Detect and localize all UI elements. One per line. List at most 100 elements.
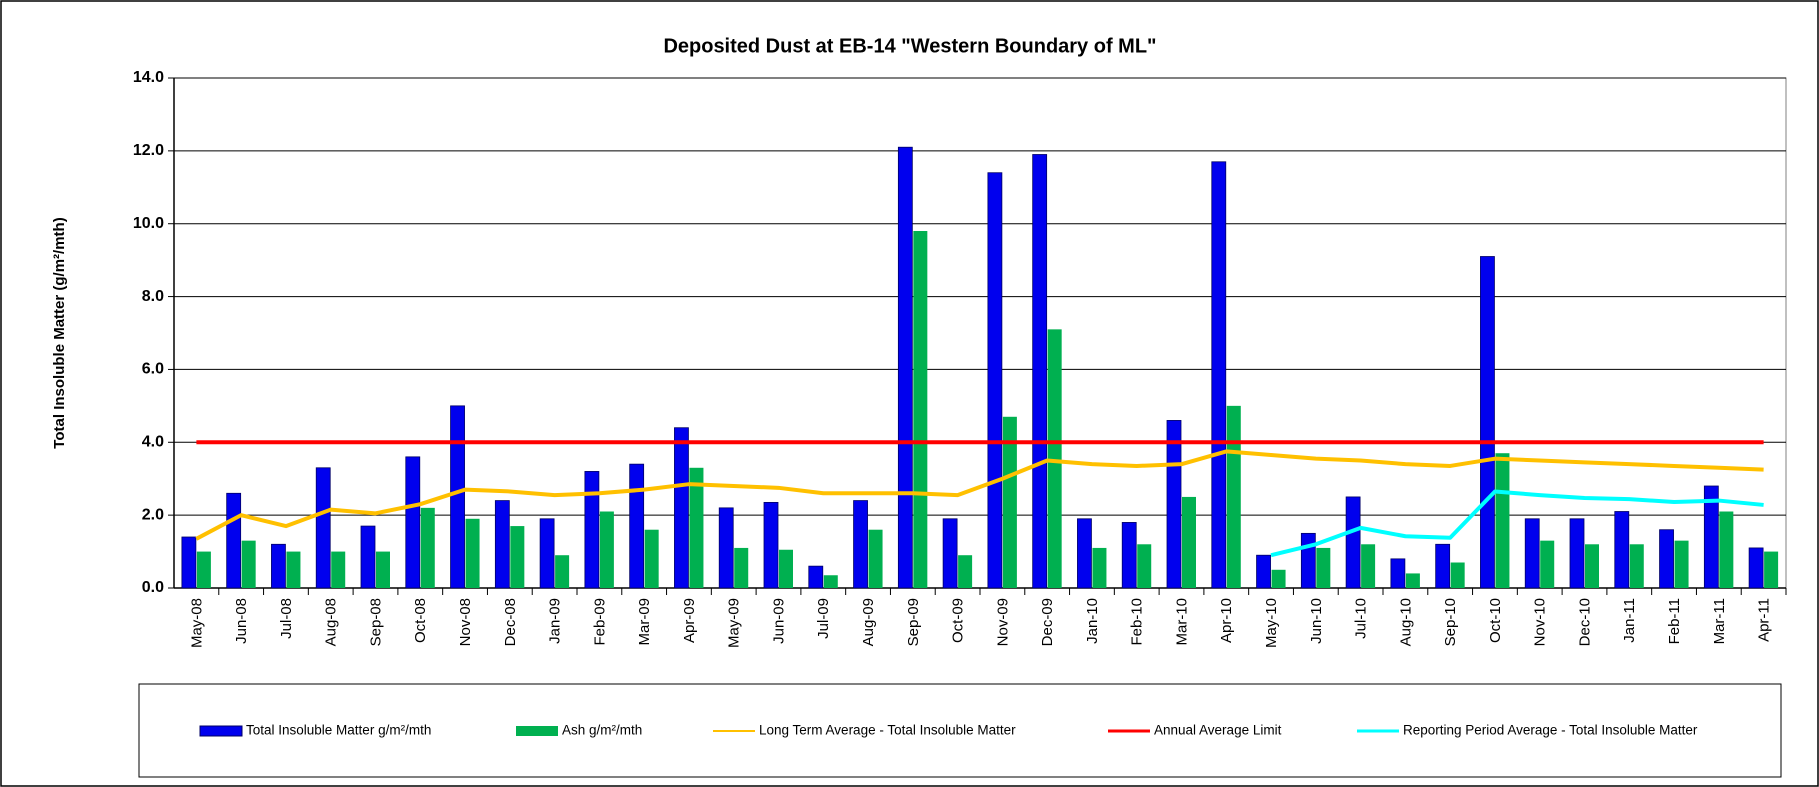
legend-swatch: [199, 725, 243, 737]
x-tick-label: Nov-09: [994, 598, 1011, 646]
bar: [1002, 416, 1017, 588]
bar: [674, 427, 689, 589]
legend-label: Annual Average Limit: [1154, 723, 1282, 738]
x-tick-label: Mar-10: [1173, 598, 1190, 646]
x-tick-label: Apr-11: [1756, 598, 1773, 642]
bar: [315, 467, 331, 589]
bar: [1524, 518, 1540, 589]
bar: [1137, 544, 1152, 588]
x-tick-label: Oct-09: [950, 598, 967, 643]
bar: [987, 172, 1003, 589]
y-tick-label: 2.0: [142, 506, 164, 523]
x-tick-label: Dec-09: [1039, 598, 1056, 646]
x-tick-label: Dec-10: [1576, 598, 1593, 646]
bar: [1495, 453, 1510, 588]
bar: [271, 543, 286, 589]
bar: [734, 547, 749, 588]
bar: [868, 529, 883, 588]
y-tick-label: 10.0: [133, 215, 164, 232]
y-tick-label: 12.0: [133, 142, 164, 159]
bar: [539, 518, 555, 589]
bar: [629, 463, 645, 589]
x-tick-label: Jun-10: [1308, 598, 1325, 644]
bar: [599, 511, 614, 588]
bar: [181, 536, 197, 589]
bar: [1569, 518, 1585, 589]
bar: [779, 549, 793, 588]
y-tick-label: 4.0: [142, 434, 164, 451]
x-tick-label: Aug-09: [860, 598, 877, 646]
bar: [958, 555, 973, 588]
bar: [405, 456, 421, 589]
bar: [763, 501, 779, 589]
legend-label: Ash g/m²/mth: [562, 723, 642, 738]
y-tick-label: 0.0: [142, 579, 164, 596]
bar: [1629, 544, 1644, 588]
bar: [808, 565, 824, 589]
bar: [1480, 256, 1495, 589]
bar: [718, 507, 734, 589]
bar: [1092, 547, 1107, 588]
line: [1270, 489, 1764, 558]
bar: [1226, 405, 1241, 588]
bar: [1435, 543, 1451, 589]
bar: [1540, 540, 1555, 588]
bar: [331, 551, 346, 588]
x-tick-label: Sep-08: [367, 598, 384, 646]
bar: [510, 526, 525, 588]
bar: [1300, 532, 1316, 589]
bar: [286, 551, 301, 588]
bar: [1032, 154, 1048, 589]
legend-label: Reporting Period Average - Total Insolub…: [1403, 723, 1698, 738]
bar: [1166, 420, 1182, 589]
bar: [1764, 551, 1779, 588]
bar: [897, 146, 913, 589]
x-tick-label: Nov-10: [1532, 598, 1549, 646]
plot-area: [173, 77, 1787, 589]
x-tick-label: May-10: [1263, 598, 1280, 648]
chart-title: Deposited Dust at EB-14 "Western Boundar…: [663, 35, 1156, 57]
bar: [689, 467, 704, 588]
bar: [376, 551, 390, 588]
bar: [494, 500, 510, 589]
bar: [584, 471, 600, 589]
bar: [1211, 161, 1227, 589]
x-tick-label: Jul-10: [1353, 598, 1370, 639]
bar: [196, 551, 211, 588]
x-tick-label: Jun-09: [770, 598, 787, 644]
legend-box: [138, 683, 1782, 778]
bar: [360, 525, 376, 589]
x-tick-label: Jan-11: [1621, 598, 1638, 643]
y-tick-label: 14.0: [133, 69, 164, 86]
legend-swatch: [516, 726, 558, 736]
bar: [1271, 569, 1286, 588]
bar: [1182, 496, 1196, 588]
bar: [420, 507, 435, 588]
bar: [1047, 329, 1062, 588]
bar: [465, 518, 480, 588]
x-tick-label: Feb-10: [1129, 598, 1146, 646]
bar: [644, 529, 659, 588]
bar: [450, 405, 465, 589]
bar: [913, 231, 928, 588]
x-tick-label: Oct-10: [1487, 598, 1504, 643]
bar: [555, 555, 570, 588]
x-tick-label: Aug-10: [1397, 598, 1414, 646]
legend-label: Long Term Average - Total Insoluble Matt…: [759, 723, 1016, 738]
x-tick-label: Apr-10: [1218, 598, 1235, 643]
x-tick-label: Dec-08: [502, 598, 519, 646]
bar: [942, 518, 958, 589]
bar: [1121, 522, 1137, 589]
bar: [1674, 540, 1689, 588]
x-tick-label: Sep-10: [1442, 598, 1459, 646]
y-tick-label: 6.0: [142, 361, 164, 378]
x-tick-label: Mar-09: [636, 598, 653, 646]
line: [195, 449, 1764, 541]
bar: [241, 540, 256, 588]
x-tick-label: Apr-09: [681, 598, 698, 643]
bar: [1748, 547, 1764, 589]
bar: [853, 500, 868, 589]
bar: [1585, 544, 1599, 588]
